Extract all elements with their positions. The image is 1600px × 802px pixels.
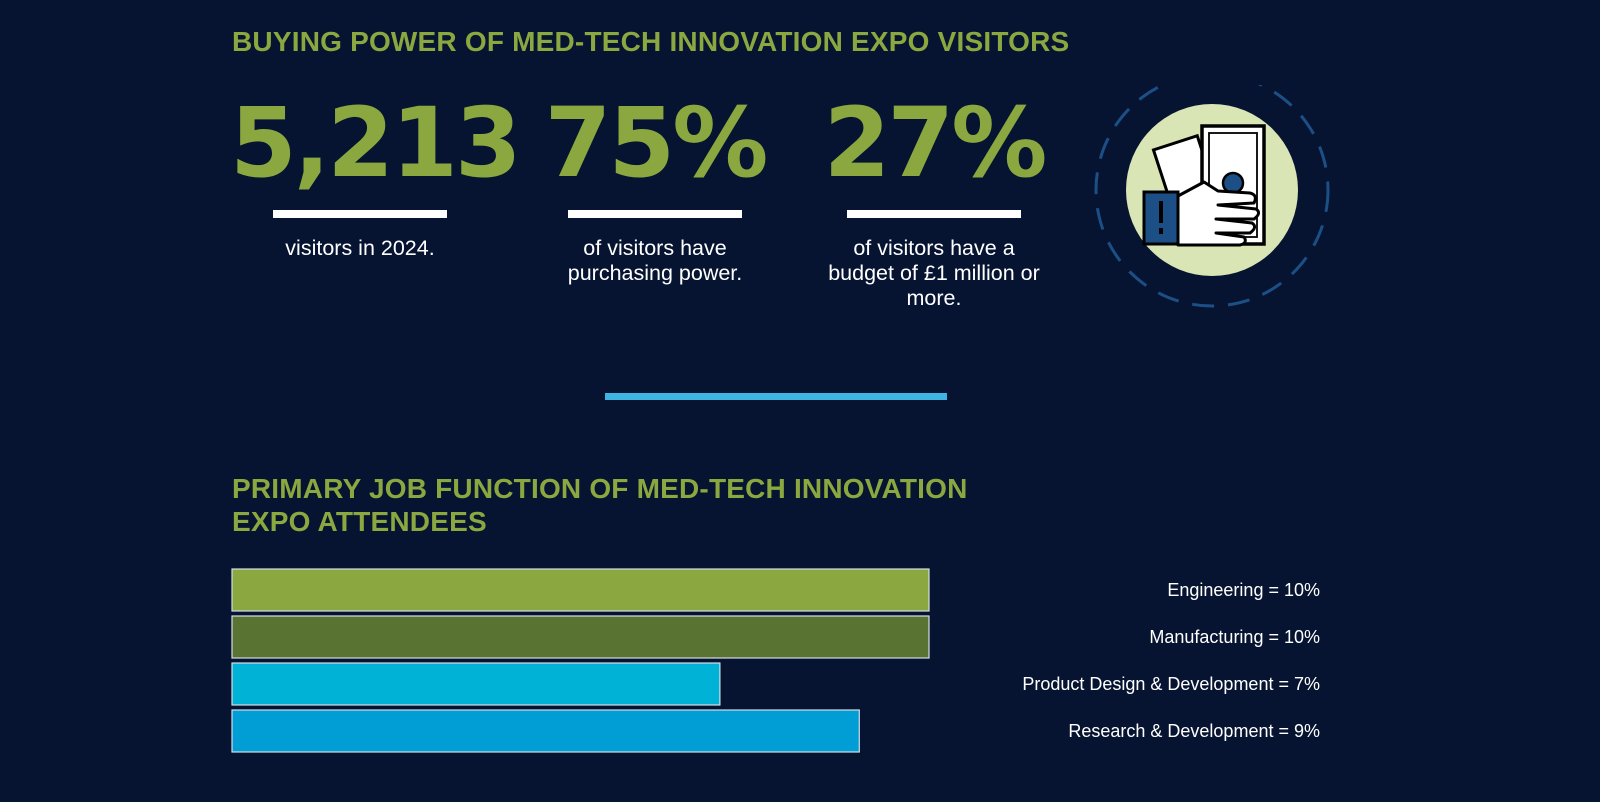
bar-label: Product Design & Development = 7% <box>1022 674 1320 694</box>
bar-product-design-development <box>231 662 721 706</box>
money-in-hand-icon <box>1094 85 1330 308</box>
stat-value: 5,213 <box>230 87 522 199</box>
stat-underline <box>847 210 1021 218</box>
stat-caption: visitors in 2024. <box>285 236 435 260</box>
stat-caption: of visitors have purchasing power. <box>567 236 743 285</box>
stat-value: 27% <box>823 87 1048 199</box>
job-function-title: PRIMARY JOB FUNCTION OF MED-TECH INNOVAT… <box>232 473 968 537</box>
stat-budget: 27% of visitors have a budget of £1 mill… <box>804 88 1064 311</box>
stat-value: 75% <box>544 87 769 199</box>
bar-engineering <box>231 568 930 612</box>
stat-caption: of visitors have a budget of £1 million … <box>828 236 1040 310</box>
bar-label: Engineering = 10% <box>1167 580 1320 600</box>
stat-underline <box>273 210 447 218</box>
stat-purchasing-power: 75% of visitors have purchasing power. <box>525 88 785 286</box>
bar-research-development <box>231 709 860 753</box>
stat-visitors: 5,213 visitors in 2024. <box>230 87 522 261</box>
section-divider <box>605 393 947 400</box>
bar-label: Research & Development = 9% <box>1068 721 1320 741</box>
bar-manufacturing <box>231 615 930 659</box>
buying-power-title: BUYING POWER OF MED-TECH INNOVATION EXPO… <box>232 26 1070 57</box>
bar-label: Manufacturing = 10% <box>1149 627 1320 647</box>
stat-underline <box>568 210 742 218</box>
